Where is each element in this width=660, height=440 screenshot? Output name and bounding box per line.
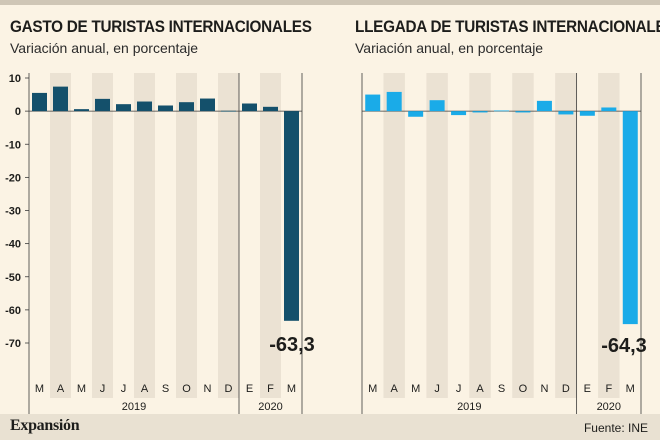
bar — [242, 103, 257, 112]
y-tick-label: -30 — [5, 206, 21, 218]
footer-bar — [0, 414, 660, 440]
column-stripe — [50, 73, 71, 398]
y-tick-label: 0 — [15, 106, 21, 118]
x-tick-label: M — [411, 383, 420, 395]
column-stripe — [598, 73, 620, 398]
y-tick-label: -60 — [5, 305, 21, 317]
year-label: 2020 — [258, 401, 282, 413]
x-tick-label: N — [540, 383, 548, 395]
x-tick-label: D — [225, 383, 233, 395]
column-stripe — [469, 73, 491, 398]
column-stripe — [512, 73, 534, 398]
x-tick-label: M — [35, 383, 44, 395]
column-stripe — [134, 73, 155, 398]
column-stripe — [383, 73, 405, 398]
bar — [95, 98, 110, 112]
bar — [515, 111, 531, 113]
bar — [221, 110, 236, 112]
column-stripe — [218, 73, 239, 398]
bar — [284, 111, 299, 321]
y-tick-label: -20 — [5, 172, 21, 184]
x-tick-label: J — [456, 383, 462, 395]
year-label: 2019 — [457, 401, 481, 413]
y-tick-label: -40 — [5, 239, 21, 251]
bar — [536, 100, 552, 112]
bar — [116, 104, 131, 112]
x-tick-label: O — [519, 383, 528, 395]
x-tick-label: O — [182, 383, 191, 395]
top-rule — [0, 0, 660, 5]
column-stripe — [176, 73, 197, 398]
y-tick-label: 10 — [9, 73, 21, 85]
right-chart-title: LLEGADA DE TURISTAS INTERNACIONALES — [355, 17, 660, 36]
x-tick-label: S — [498, 383, 505, 395]
bar — [494, 110, 509, 112]
x-tick-label: A — [391, 383, 399, 395]
bar — [408, 111, 424, 117]
y-tick-label: -10 — [5, 139, 21, 151]
year-label: 2019 — [122, 401, 146, 413]
x-tick-label: J — [100, 383, 106, 395]
y-tick-label: -70 — [5, 338, 21, 350]
bar — [386, 91, 402, 112]
bar — [472, 111, 488, 113]
x-tick-label: S — [162, 383, 169, 395]
column-stripe — [555, 73, 577, 398]
x-tick-label: J — [434, 383, 440, 395]
bar — [74, 109, 89, 112]
bar — [158, 105, 173, 112]
highlight-value-label: -63,3 — [269, 334, 315, 356]
left-chart-title: GASTO DE TURISTAS INTERNACIONALES — [10, 17, 312, 36]
column-stripe — [426, 73, 448, 398]
year-label: 2020 — [597, 401, 621, 413]
x-tick-label: E — [246, 383, 253, 395]
bar — [200, 98, 215, 112]
y-tick-label: -50 — [5, 272, 21, 284]
source-note: Fuente: INE — [583, 421, 648, 435]
bar — [365, 94, 381, 112]
x-tick-label: A — [476, 383, 484, 395]
x-tick-label: E — [584, 383, 591, 395]
column-stripe — [260, 73, 281, 398]
x-tick-label: M — [626, 383, 635, 395]
charts-canvas: 100-10-20-30-40-50-60-70M A M J J A S O N D E F M201… — [5, 73, 647, 414]
bar — [601, 107, 617, 112]
x-tick-label: F — [605, 383, 612, 395]
x-tick-label: N — [204, 383, 212, 395]
bar — [32, 92, 47, 112]
x-tick-label: M — [287, 383, 296, 395]
highlight-value-label: -64,3 — [601, 335, 647, 357]
x-tick-label: D — [562, 383, 570, 395]
column-stripe — [92, 73, 113, 398]
bar — [451, 111, 467, 116]
bar — [53, 86, 68, 112]
bar — [558, 111, 574, 115]
x-tick-label: M — [368, 383, 377, 395]
right-chart-subtitle: Variación anual, en porcentaje — [355, 40, 544, 56]
bar — [263, 106, 278, 112]
bar — [579, 111, 595, 116]
bar — [622, 111, 638, 325]
x-tick-label: A — [141, 383, 149, 395]
brand-logo: Expansión — [10, 417, 80, 434]
x-tick-label: J — [121, 383, 127, 395]
bar — [137, 101, 152, 112]
x-tick-label: A — [57, 383, 65, 395]
bar — [179, 102, 194, 112]
left-chart-subtitle: Variación anual, en porcentaje — [10, 40, 199, 56]
x-tick-label: M — [77, 383, 86, 395]
x-tick-label: F — [267, 383, 274, 395]
bar — [429, 100, 445, 112]
